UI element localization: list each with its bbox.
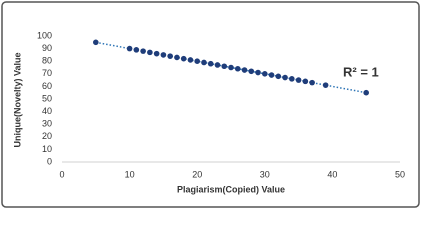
y-tick-label: 10 [42, 144, 52, 154]
point [133, 47, 140, 53]
x-tick-label: 20 [192, 169, 202, 179]
point [201, 59, 207, 66]
point [275, 73, 282, 80]
y-tick-label: 90 [42, 43, 52, 53]
point [194, 58, 200, 64]
point [282, 74, 288, 81]
point [228, 64, 234, 71]
point [140, 48, 146, 54]
point [302, 78, 309, 85]
y-axis-title: Unique(Novelty) Value [12, 52, 22, 147]
point [262, 71, 268, 77]
point [93, 39, 99, 46]
y-tick-label: 100 [37, 30, 52, 40]
point [187, 57, 194, 63]
point [295, 77, 302, 83]
point [221, 63, 228, 70]
x-tick-label: 10 [125, 169, 135, 179]
y-tick-label: 20 [42, 131, 52, 141]
point [309, 79, 315, 86]
point [255, 69, 261, 76]
point [126, 45, 133, 52]
y-tick-label: 60 [42, 81, 52, 91]
point [268, 72, 275, 78]
point [241, 67, 248, 73]
point [248, 68, 255, 75]
x-tick-label: 0 [59, 169, 64, 179]
point [234, 65, 241, 72]
y-tick-label: 50 [42, 93, 52, 103]
point [289, 76, 295, 82]
y-tick-label: 40 [42, 106, 52, 116]
point [363, 89, 370, 96]
y-tick-label: 80 [42, 56, 52, 66]
x-tick-label: 50 [395, 169, 405, 179]
x-tick-label: 40 [327, 169, 337, 179]
point [322, 82, 329, 88]
point [147, 49, 153, 56]
y-tick-label: 0 [47, 156, 52, 166]
y-tick-label: 30 [42, 119, 52, 129]
point [167, 53, 173, 59]
point [174, 54, 180, 61]
y-tick-label: 70 [42, 68, 52, 78]
x-tick-label: 30 [260, 169, 270, 179]
point [214, 62, 221, 68]
point [180, 55, 187, 62]
point [207, 60, 214, 67]
x-axis-title: Plagiarism(Copied) Value [177, 184, 285, 194]
point [153, 50, 160, 57]
chart-frame [1, 1, 420, 208]
chart: Unique(Novelty) Value Plagiarism(Copied)… [1, 1, 420, 208]
annotation: R² = 1 [343, 64, 379, 79]
point [160, 52, 167, 58]
